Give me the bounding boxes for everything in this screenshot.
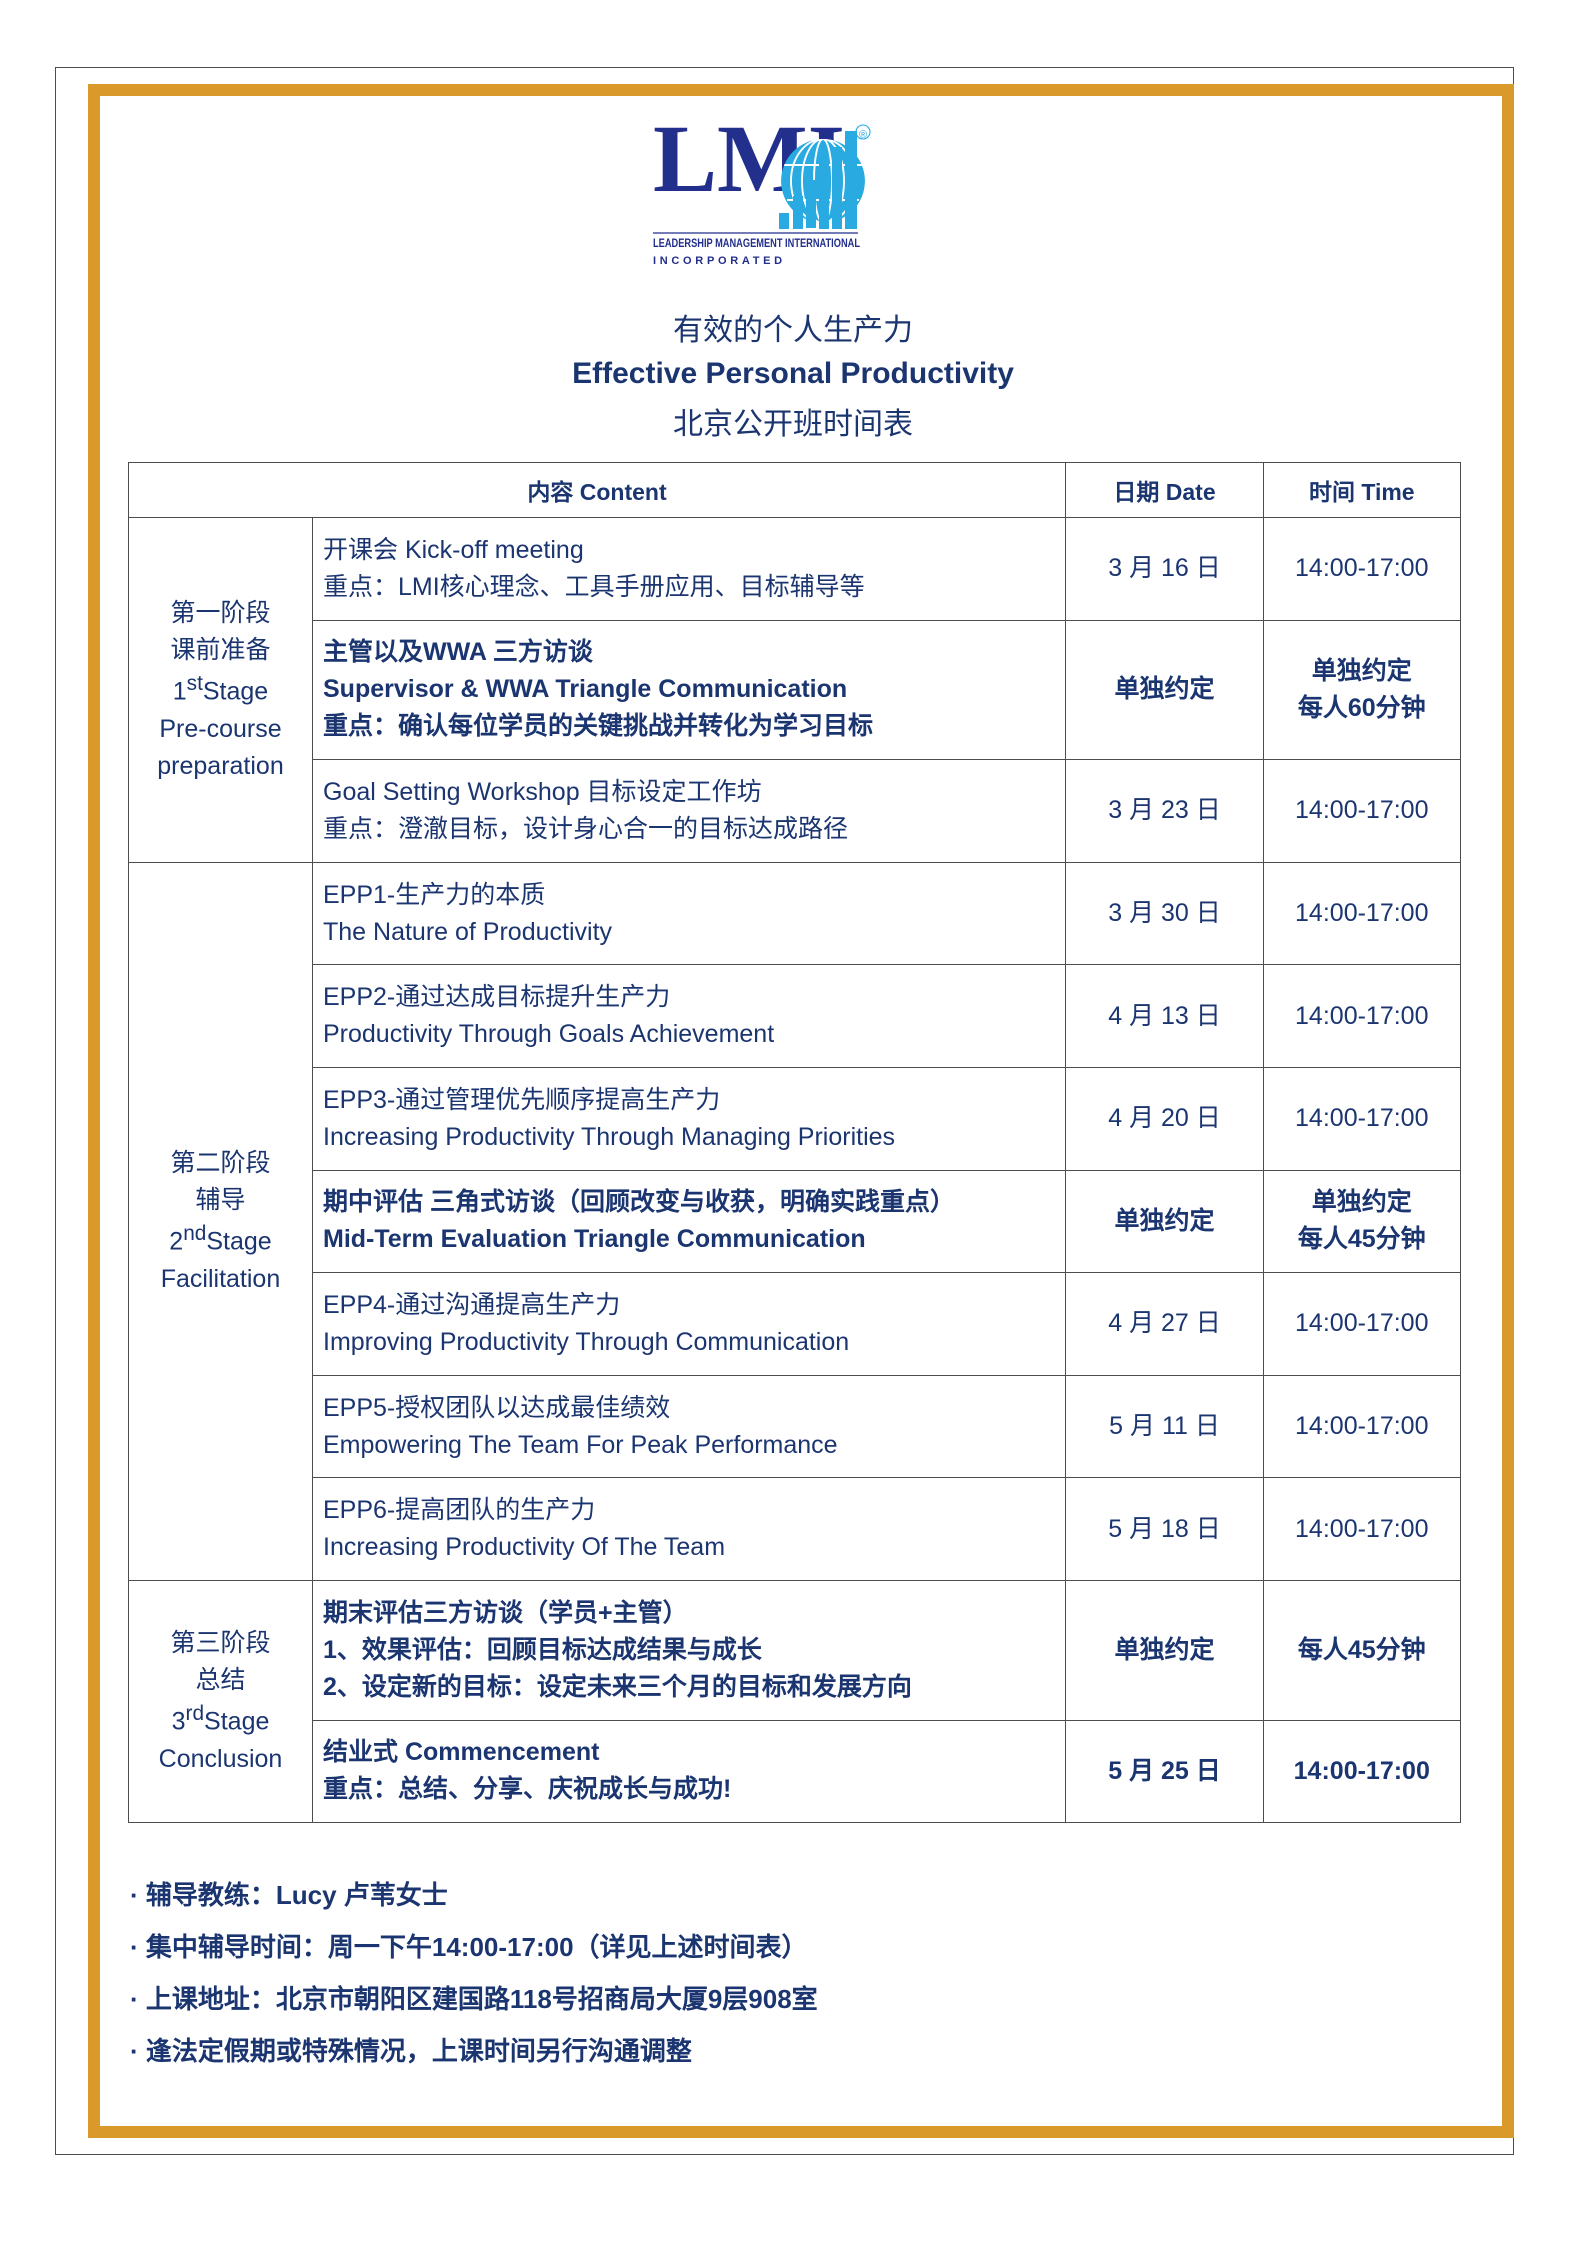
svg-text:INCORPORATED: INCORPORATED [653, 255, 786, 267]
svg-text:LEADERSHIP MANAGEMENT INTERNAT: LEADERSHIP MANAGEMENT INTERNATIONAL [653, 236, 860, 250]
